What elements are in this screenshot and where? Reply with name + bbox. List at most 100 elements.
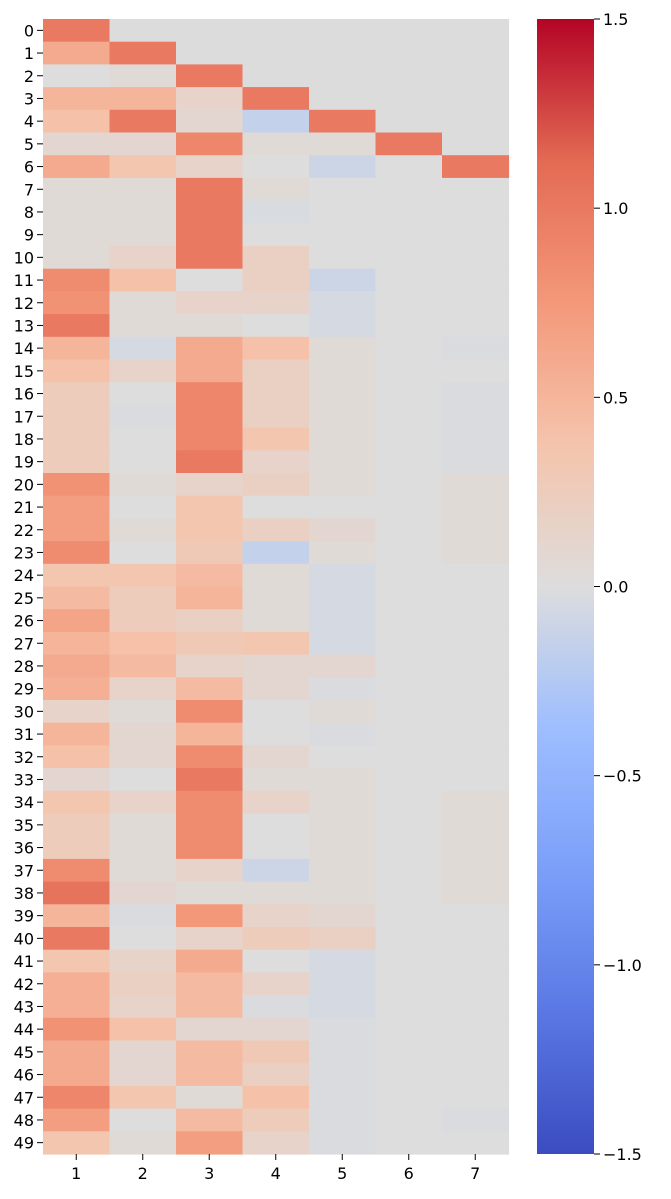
heatmap-cell: [43, 904, 111, 928]
heatmap-cell: [242, 1131, 310, 1155]
heatmap-cell: [43, 1085, 111, 1110]
heatmap-cell: [176, 495, 244, 519]
heatmap-cell: [242, 654, 310, 678]
heatmap-cell: [442, 1085, 510, 1110]
heatmap-cell: [442, 745, 510, 769]
heatmap-cell: [176, 995, 244, 1019]
heatmap-cell: [242, 518, 310, 542]
y-tick-label: 2: [24, 67, 34, 86]
heatmap-cell: [375, 495, 443, 519]
heatmap-cell: [109, 41, 177, 65]
heatmap-cell: [375, 609, 443, 633]
heatmap-cell: [375, 64, 443, 88]
heatmap-cell: [242, 1085, 310, 1110]
heatmap-cell: [176, 1085, 244, 1110]
heatmap-cell: [109, 155, 177, 179]
heatmap-cell: [375, 87, 443, 111]
heatmap-cell: [43, 291, 111, 315]
y-tick-label: 1: [24, 44, 34, 63]
heatmap-cell: [442, 722, 510, 746]
heatmap-cell: [375, 563, 443, 588]
heatmap-cell: [375, 155, 443, 179]
heatmap-cell: [309, 450, 377, 474]
heatmap-cell: [43, 1108, 111, 1132]
heatmap-cell: [375, 19, 443, 43]
heatmap-cell: [375, 177, 443, 202]
y-tick-label: 24: [14, 566, 34, 585]
heatmap-cell: [176, 722, 244, 746]
heatmap-cell: [176, 314, 244, 338]
heatmap-cell: [109, 631, 177, 656]
y-tick-label: 11: [14, 271, 34, 290]
heatmap-cell: [309, 155, 377, 179]
heatmap-cell: [242, 268, 310, 292]
heatmap-cell: [442, 949, 510, 973]
heatmap-cell: [375, 1063, 443, 1087]
y-tick-label: 26: [14, 612, 34, 631]
y-tick-label: 19: [14, 453, 34, 472]
heatmap-cell: [375, 200, 443, 224]
heatmap-cell: [309, 927, 377, 951]
y-tick-label: 47: [14, 1088, 34, 1107]
heatmap-cell: [109, 268, 177, 292]
heatmap-cell: [43, 268, 111, 292]
heatmap-cell: [109, 336, 177, 361]
heatmap-cell: [375, 268, 443, 292]
heatmap-cell: [109, 586, 177, 610]
y-tick-label: 46: [14, 1066, 34, 1085]
heatmap-cell: [43, 41, 111, 65]
heatmap-cell: [442, 336, 510, 361]
y-tick-label: 8: [24, 203, 34, 222]
heatmap-cell: [242, 745, 310, 769]
heatmap-cell: [43, 722, 111, 746]
y-tick-label: 3: [24, 89, 34, 108]
heatmap-cell: [442, 927, 510, 951]
heatmap-cell: [442, 495, 510, 519]
y-tick-label: 7: [24, 180, 34, 199]
heatmap-cell: [242, 995, 310, 1019]
heatmap-cell: [309, 427, 377, 451]
heatmap-cell: [442, 155, 510, 179]
heatmap-cell: [375, 949, 443, 973]
heatmap-cell: [43, 109, 111, 134]
y-tick-label: 28: [14, 657, 34, 676]
heatmap-cell: [309, 631, 377, 656]
y-tick-label: 36: [14, 839, 34, 858]
heatmap-cell: [176, 132, 244, 156]
colorbar: −1.5 −1.0 −0.5 0.0 0.5 1.0 1.5: [537, 10, 642, 1164]
heatmap-cell: [309, 745, 377, 769]
heatmap-cell: [442, 450, 510, 474]
heatmap-cell: [43, 677, 111, 701]
y-tick-label: 25: [14, 589, 34, 608]
heatmap-cell: [242, 223, 310, 247]
heatmap-cell: [109, 404, 177, 429]
heatmap-cell: [309, 177, 377, 202]
heatmap-cell: [176, 200, 244, 224]
heatmap-cell: [309, 359, 377, 383]
heatmap-cell: [442, 1108, 510, 1132]
y-tick-label: 32: [14, 748, 34, 767]
y-tick-label: 4: [24, 112, 34, 131]
colorbar-tick-label: −1.5: [603, 1145, 642, 1164]
heatmap-cell: [176, 246, 244, 270]
heatmap-cell: [109, 904, 177, 928]
heatmap-cell: [176, 1040, 244, 1064]
heatmap-cell: [442, 541, 510, 565]
heatmap-cell: [109, 677, 177, 701]
heatmap-cell: [176, 404, 244, 429]
x-tick-label: 4: [271, 1164, 281, 1183]
heatmap-cell: [442, 87, 510, 111]
heatmap-cell: [242, 836, 310, 860]
y-tick-label: 43: [14, 997, 34, 1016]
heatmap-cell: [176, 768, 244, 792]
y-tick-label: 22: [14, 521, 34, 540]
heatmap-cell: [242, 700, 310, 724]
heatmap-cell: [375, 858, 443, 883]
heatmap-cell: [109, 1040, 177, 1064]
heatmap-cells: [43, 19, 510, 1155]
heatmap-cell: [309, 200, 377, 224]
y-tick-label: 27: [14, 634, 34, 653]
heatmap-cell: [109, 450, 177, 474]
heatmap-cell: [375, 700, 443, 724]
heatmap-cell: [43, 972, 111, 996]
